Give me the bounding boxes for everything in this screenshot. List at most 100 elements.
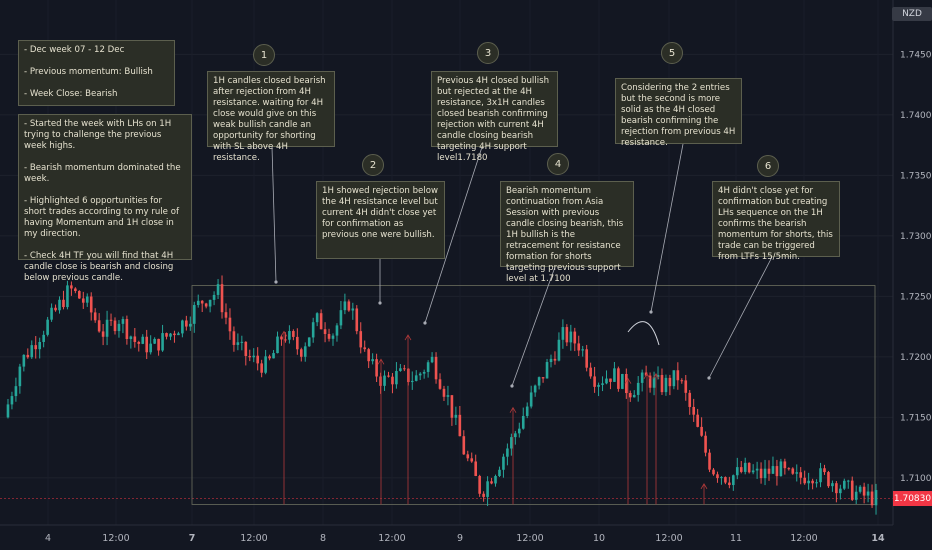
candle-body (819, 468, 822, 483)
entry-marker-arrow (624, 377, 632, 384)
candle-body (204, 303, 208, 307)
time-axis[interactable]: 4 12:00 7 12:00 8 12:00 9 12:00 10 12:00 11 12:00 14 (45, 533, 885, 544)
candle-body (418, 373, 422, 376)
candle-body (569, 331, 573, 343)
candle-body (125, 319, 129, 340)
candle-body (327, 333, 331, 339)
candle-body (74, 288, 77, 292)
candle-body (763, 468, 767, 479)
candle-body (632, 394, 636, 398)
candle-body (787, 468, 791, 470)
candle-body (161, 333, 164, 351)
candle-body (165, 333, 168, 337)
leader-head (274, 280, 278, 284)
candle-body (811, 480, 814, 484)
candle-body (517, 428, 521, 434)
x-tick-label: 10 (593, 533, 605, 544)
candle-body (38, 341, 41, 350)
candle-body (26, 354, 30, 358)
note-5[interactable]: Considering the 2 entries but the second… (615, 78, 742, 148)
candle-body (589, 367, 592, 377)
candle-body (34, 345, 38, 350)
candle-body (133, 336, 137, 342)
candles (6, 275, 878, 515)
candle-body (874, 490, 878, 506)
candle-body (331, 335, 335, 339)
candle-body (248, 356, 252, 358)
candle-body (843, 480, 846, 489)
candle-body (561, 327, 565, 340)
candle-body (240, 341, 244, 343)
candle-body (121, 319, 125, 324)
candle-body (704, 435, 707, 453)
entry-marker-arrow (643, 373, 651, 379)
candle-body (383, 375, 386, 386)
candle-body (403, 368, 406, 370)
candle-body (391, 376, 394, 385)
note-2[interactable]: 1H showed rejection below the 4H resista… (316, 181, 445, 259)
candle-body (858, 486, 862, 492)
candle-body (14, 386, 18, 397)
candle-body (10, 396, 14, 405)
candle-body (470, 458, 474, 462)
candle-body (375, 359, 378, 377)
candle-body (490, 481, 493, 484)
candle-body (613, 368, 616, 382)
candle-body (712, 469, 715, 475)
entry-marker-arrow (377, 358, 385, 365)
candle-body (236, 342, 240, 345)
candle-body (537, 377, 541, 386)
candle-body (208, 299, 212, 307)
analysis-note[interactable]: - Started the week with LHs on 1H trying… (18, 114, 192, 283)
x-tick-label: 11 (730, 533, 742, 544)
candle-body (387, 375, 390, 377)
note-5-number: 5 (661, 42, 683, 64)
note-3[interactable]: Previous 4H closed bullish but rejected … (431, 71, 558, 163)
note-4-number: 4 (547, 153, 569, 175)
entry-marker-arrow (700, 483, 708, 490)
candle-body (502, 456, 505, 470)
candle-body (636, 382, 640, 395)
candle-body (323, 329, 327, 334)
candle-body (648, 375, 652, 388)
x-tick-label: 14 (871, 533, 885, 544)
candle-body (101, 331, 105, 337)
candle-body (434, 356, 438, 380)
candle-body (252, 355, 256, 358)
candle-body (414, 375, 418, 381)
summary-note[interactable]: - Dec week 07 - 12 Dec - Previous moment… (18, 40, 175, 106)
note-1[interactable]: 1H candles closed bearish after rejectio… (207, 71, 335, 163)
candle-body (244, 341, 248, 357)
x-tick-label: 12:00 (240, 533, 267, 544)
leader-line (708, 256, 773, 379)
currency-label[interactable]: NZD (892, 7, 932, 21)
price-axis[interactable]: 1.74500 1.74000 1.73500 1.73000 1.72500 1.720… (900, 50, 932, 483)
candle-body (288, 331, 291, 340)
note-4[interactable]: Bearish momentum continuation from Asia … (500, 181, 634, 284)
candle-body (232, 331, 236, 345)
candle-body (850, 480, 854, 500)
candle-body (767, 468, 771, 474)
candle-body (866, 491, 870, 496)
candle-body (815, 482, 818, 484)
candle-body (335, 325, 339, 336)
candle-body (656, 375, 660, 378)
candle-body (157, 338, 160, 351)
candle-body (680, 380, 684, 382)
candle-body (109, 319, 113, 321)
candle-body (823, 468, 826, 473)
candle-body (807, 480, 810, 484)
candle-body (50, 307, 53, 320)
annotation-leaders (271, 143, 773, 388)
candle-body (399, 368, 402, 371)
candle-body (549, 358, 553, 363)
candle-body (18, 366, 22, 387)
candle-body (525, 406, 529, 416)
note-6[interactable]: 4H didn't close yet for confirmation but… (712, 181, 840, 262)
candle-body (676, 370, 680, 381)
candle-body (367, 349, 370, 362)
candle-body (280, 336, 283, 340)
current-price-label: 1.70830 (893, 491, 932, 507)
candle-body (200, 300, 204, 304)
candle-body (827, 472, 830, 487)
